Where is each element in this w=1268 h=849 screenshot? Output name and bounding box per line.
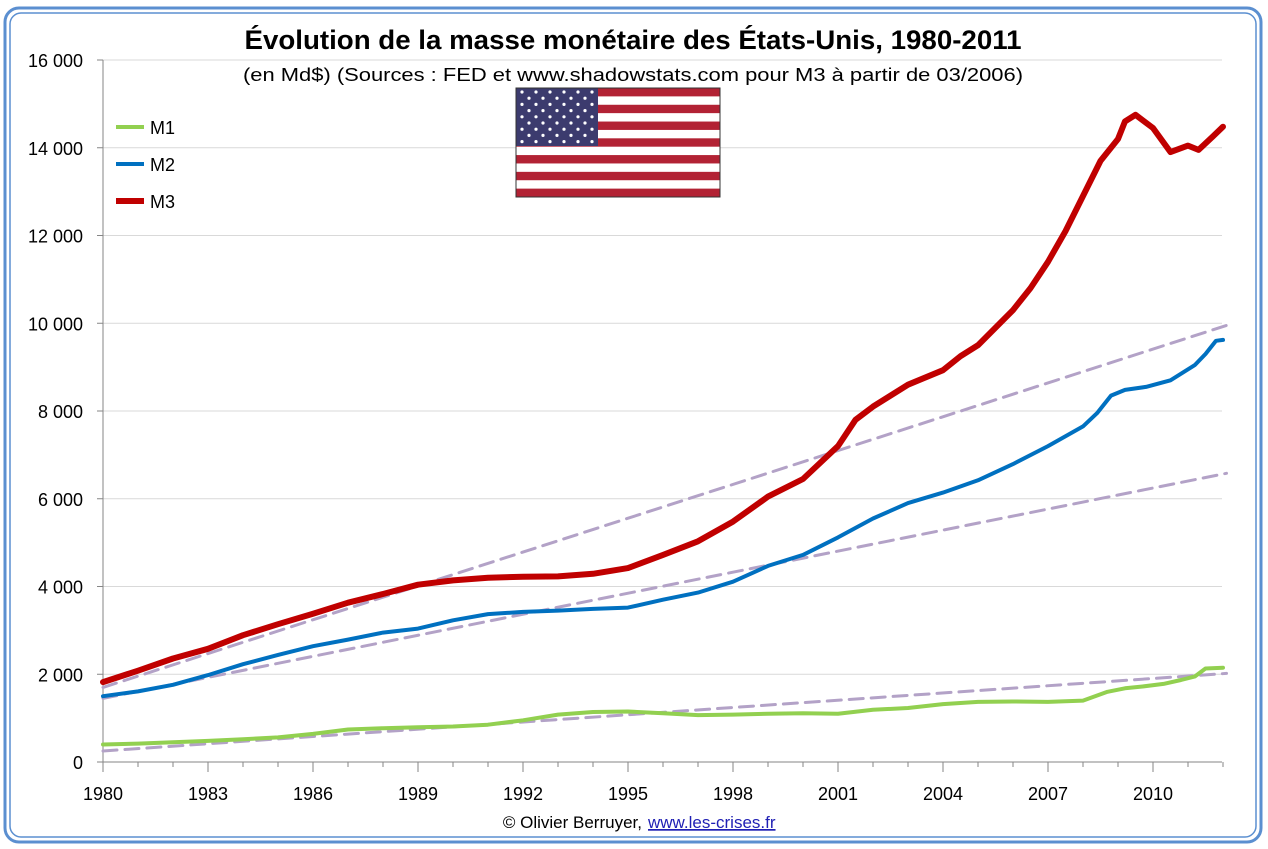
y-tick-label: 16 000	[28, 51, 83, 71]
usa-flag-icon	[515, 87, 721, 198]
footer-link[interactable]: www.les-crises.fr	[647, 813, 776, 832]
series-line-m2	[101, 337, 1225, 699]
x-axis: 1980 1983 1986 1989 1992 1995 1998 2001 2004 2007…	[83, 761, 1224, 804]
x-tick-label: 2010	[1133, 784, 1173, 804]
y-tick-label: 6 000	[38, 490, 83, 510]
x-tick-label: 2007	[1028, 784, 1068, 804]
y-tick-label: 4 000	[38, 578, 83, 598]
x-tick-label: 1989	[398, 784, 438, 804]
y-tick-label: 2 000	[38, 665, 83, 685]
y-tick-label: 10 000	[28, 314, 83, 334]
series-line-m1	[101, 665, 1225, 747]
trend-line	[101, 471, 1228, 700]
series-line-m3	[100, 111, 1226, 686]
chart-frame-outer	[3, 6, 1263, 844]
chart-title: Évolution de la masse monétaire des État…	[245, 24, 1022, 55]
x-tick-label: 1980	[83, 784, 123, 804]
x-tick-label: 2001	[818, 784, 858, 804]
y-tick-label: 14 000	[28, 139, 83, 159]
trend-line	[101, 323, 1228, 689]
x-tick-label: 1992	[503, 784, 543, 804]
y-tick-label: 0	[73, 753, 83, 773]
y-axis: 0 2 000 4 000 6 000 8 000 10 000 12 000 14 000 1…	[28, 51, 104, 773]
legend-label-m2: M2	[150, 155, 175, 175]
x-tick-label: 1995	[608, 784, 648, 804]
x-tick-label: 2004	[923, 784, 963, 804]
legend: M1 M2 M3	[116, 118, 175, 212]
y-tick-label: 12 000	[28, 227, 83, 247]
x-tick-label: 1998	[713, 784, 753, 804]
footer-credit: © Olivier Berruyer,	[503, 813, 642, 832]
legend-label-m1: M1	[150, 118, 175, 138]
chart-subtitle: (en Md$) (Sources : FED et www.shadowsta…	[243, 65, 1023, 85]
y-tick-label: 8 000	[38, 402, 83, 422]
x-tick-label: 1983	[188, 784, 228, 804]
chart-frame-inner	[9, 12, 1257, 838]
legend-label-m3: M3	[150, 192, 175, 212]
x-tick-label: 1986	[293, 784, 333, 804]
